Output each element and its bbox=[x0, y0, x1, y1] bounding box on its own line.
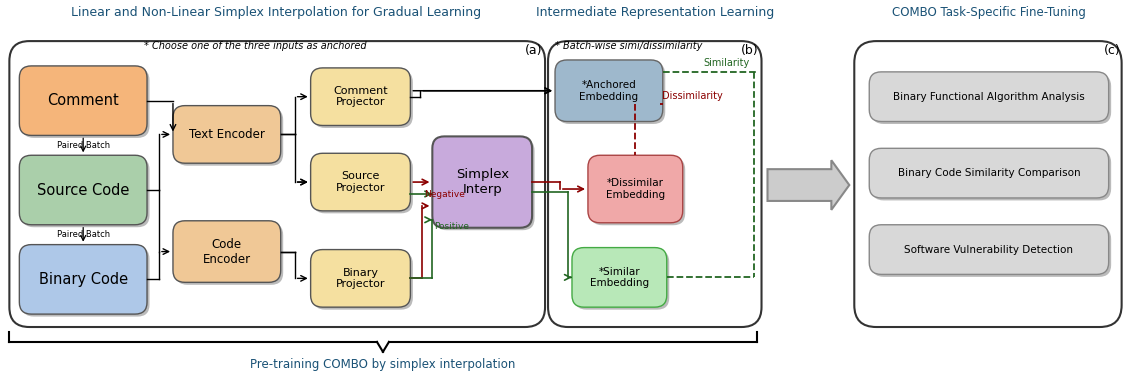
FancyBboxPatch shape bbox=[855, 41, 1122, 327]
FancyBboxPatch shape bbox=[314, 156, 413, 213]
Text: Code
Encoder: Code Encoder bbox=[203, 237, 251, 265]
FancyBboxPatch shape bbox=[872, 227, 1112, 277]
FancyBboxPatch shape bbox=[310, 250, 411, 307]
FancyBboxPatch shape bbox=[22, 158, 149, 227]
FancyBboxPatch shape bbox=[9, 41, 544, 327]
FancyBboxPatch shape bbox=[555, 60, 662, 121]
Text: Comment
Projector: Comment Projector bbox=[333, 86, 388, 108]
FancyBboxPatch shape bbox=[173, 221, 281, 282]
Text: Paired Batch: Paired Batch bbox=[57, 230, 110, 239]
FancyBboxPatch shape bbox=[22, 69, 149, 138]
FancyBboxPatch shape bbox=[173, 106, 281, 163]
FancyBboxPatch shape bbox=[314, 252, 413, 309]
Text: Comment: Comment bbox=[48, 93, 119, 108]
Text: COMBO Task-Specific Fine-Tuning: COMBO Task-Specific Fine-Tuning bbox=[892, 7, 1086, 20]
FancyBboxPatch shape bbox=[869, 225, 1108, 274]
FancyBboxPatch shape bbox=[548, 41, 762, 327]
Text: *Similar
Embedding: *Similar Embedding bbox=[590, 267, 649, 288]
Text: Software Vulnerability Detection: Software Vulnerability Detection bbox=[904, 245, 1073, 255]
FancyBboxPatch shape bbox=[574, 250, 669, 309]
FancyBboxPatch shape bbox=[310, 153, 411, 211]
Text: Binary Code Similarity Comparison: Binary Code Similarity Comparison bbox=[898, 168, 1080, 178]
Text: (c): (c) bbox=[1104, 44, 1121, 57]
Text: Binary Code: Binary Code bbox=[38, 272, 128, 287]
FancyBboxPatch shape bbox=[591, 158, 685, 225]
Text: (a): (a) bbox=[524, 44, 542, 57]
FancyBboxPatch shape bbox=[558, 62, 666, 124]
Text: * Choose one of the three inputs as anchored: * Choose one of the three inputs as anch… bbox=[145, 41, 367, 51]
Text: *Dissimilar
Embedding: *Dissimilar Embedding bbox=[606, 178, 664, 200]
FancyBboxPatch shape bbox=[572, 247, 667, 307]
FancyBboxPatch shape bbox=[435, 139, 534, 230]
FancyBboxPatch shape bbox=[869, 148, 1108, 198]
FancyBboxPatch shape bbox=[869, 72, 1108, 121]
FancyBboxPatch shape bbox=[19, 66, 147, 136]
FancyBboxPatch shape bbox=[22, 247, 149, 317]
FancyBboxPatch shape bbox=[872, 151, 1112, 200]
FancyBboxPatch shape bbox=[588, 155, 683, 223]
FancyBboxPatch shape bbox=[432, 136, 532, 228]
Text: Intermediate Representation Learning: Intermediate Representation Learning bbox=[535, 7, 774, 20]
FancyArrow shape bbox=[767, 160, 849, 210]
FancyBboxPatch shape bbox=[314, 70, 413, 128]
Text: Binary Functional Algorithm Analysis: Binary Functional Algorithm Analysis bbox=[893, 92, 1084, 102]
Text: Paired Batch: Paired Batch bbox=[57, 141, 110, 150]
FancyBboxPatch shape bbox=[19, 155, 147, 225]
Text: Simplex
Interp: Simplex Interp bbox=[456, 168, 508, 196]
Text: Binary
Projector: Binary Projector bbox=[336, 268, 385, 289]
Text: *Anchored
Embedding: *Anchored Embedding bbox=[580, 80, 638, 101]
Text: Dissimilarity: Dissimilarity bbox=[662, 91, 722, 101]
Text: Source Code: Source Code bbox=[37, 183, 129, 198]
Text: Similarity: Similarity bbox=[703, 58, 749, 68]
FancyBboxPatch shape bbox=[872, 74, 1112, 124]
Text: Text Encoder: Text Encoder bbox=[189, 128, 265, 141]
Text: * Batch-wise simi/dissimilarity: * Batch-wise simi/dissimilarity bbox=[555, 41, 702, 51]
Text: Pre-training COMBO by simplex interpolation: Pre-training COMBO by simplex interpolat… bbox=[250, 358, 516, 371]
FancyBboxPatch shape bbox=[310, 68, 411, 126]
Text: Positive: Positive bbox=[435, 222, 470, 231]
FancyBboxPatch shape bbox=[175, 108, 283, 166]
Text: Linear and Non-Linear Simplex Interpolation for Gradual Learning: Linear and Non-Linear Simplex Interpolat… bbox=[70, 7, 481, 20]
Text: Source
Projector: Source Projector bbox=[336, 171, 385, 193]
FancyBboxPatch shape bbox=[19, 245, 147, 314]
FancyBboxPatch shape bbox=[175, 223, 283, 285]
Text: (b): (b) bbox=[741, 44, 758, 57]
Text: Negative: Negative bbox=[424, 190, 465, 199]
